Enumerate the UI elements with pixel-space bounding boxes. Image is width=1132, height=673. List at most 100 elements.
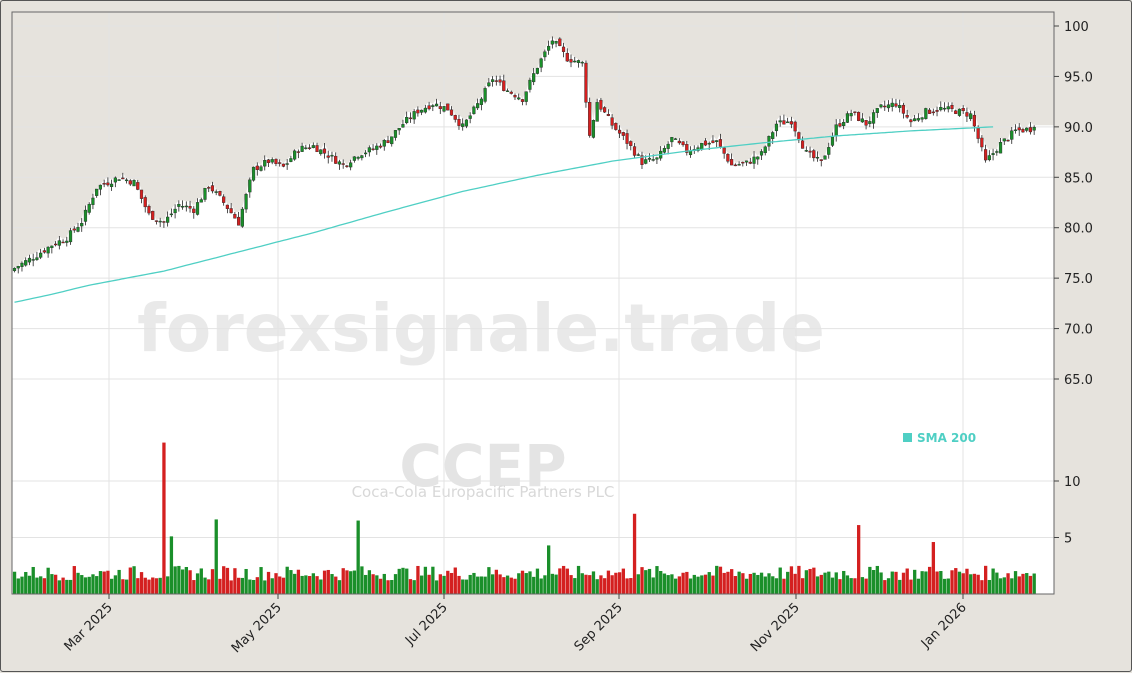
candle-body [991,153,995,156]
volume-bar [498,574,502,594]
volume-bar [65,579,69,594]
volume-bar [1025,573,1029,594]
volume-bar [513,578,517,594]
volume-bar [576,565,581,594]
volume-bar [169,536,174,594]
candle-body [759,151,764,156]
volume-bar [274,573,278,594]
candle-body [76,227,80,232]
volume-bar [834,572,838,594]
candle-body [995,151,999,153]
candle-body [349,162,353,168]
candle-body [12,267,17,272]
candle-body [1028,127,1033,133]
volume-bar [819,574,823,594]
candle-body [169,213,173,216]
candle-body [815,156,820,159]
candle-body [629,141,633,146]
candle-body [281,163,286,167]
volume-bar [106,570,110,594]
volume-bar [700,575,704,594]
candle-body [920,117,924,120]
volume-bar [136,578,140,594]
volume-bar [278,576,282,594]
time-tick-label: Mar 2025 [62,600,116,654]
candle-body [935,110,939,112]
candle-body [132,180,136,187]
volume-bar [423,566,428,594]
volume-bar [636,574,640,594]
candle-body [106,182,110,186]
volume-bar [12,571,17,594]
candle-body [998,142,1003,154]
candle-body [502,80,506,91]
candle-body [517,97,521,100]
volume-bar [942,578,947,594]
candle-body [214,191,218,193]
volume-bar [195,573,200,594]
candle-body [547,45,551,51]
candle-body [857,111,861,121]
candle-body [711,140,715,143]
volume-bar [539,578,543,594]
candle-body [651,159,655,161]
candle-body [117,179,121,181]
candle-body [363,152,368,155]
volume-bar [647,568,652,594]
volume-bar [214,519,218,594]
volume-bar [1006,573,1010,594]
candle-body [188,206,192,209]
candle-body [449,109,454,116]
candle-body [942,107,947,110]
volume-bar [72,566,76,594]
volume-bar [180,569,185,594]
candle-body [147,205,151,214]
time-tick-label: Jul 2025 [402,600,451,649]
price-tick-label: 85.0 [1064,171,1093,186]
candle-body [845,113,850,123]
candle-body [655,157,659,160]
volume-bar [991,568,995,594]
candle-body [285,163,289,165]
candle-body [573,60,577,63]
candle-body [53,243,58,246]
volume-bar [446,570,450,594]
volume-bar [543,575,547,594]
volume-bar [110,578,114,594]
volume-bar [438,574,442,594]
candle-body [184,205,188,208]
candle-body [576,60,581,63]
volume-bar [147,579,151,594]
candle-body [1013,129,1018,132]
volume-bar [1017,576,1021,594]
candle-body [334,155,338,164]
candle-body [1032,126,1036,131]
volume-tick-label: 10 [1064,475,1081,490]
candles [12,36,1036,274]
volume-bar [42,578,47,594]
volume-bar [603,578,607,594]
candle-body [102,183,106,185]
candle-body [393,130,398,138]
candle-body [259,166,263,171]
candle-body [95,188,99,196]
volume-bar [931,542,936,594]
volume-bar [595,579,599,594]
volume-bar [311,573,315,594]
candle-body [677,140,681,144]
volume-bar [76,572,80,594]
volume-bar [151,577,155,594]
candle-body [939,107,943,111]
candle-body [233,214,237,219]
volume-bar [524,573,528,594]
volume-bar [378,578,383,594]
volume-bar [901,572,906,594]
candle-body [289,158,293,162]
candle-body [494,80,498,82]
candle-body [726,153,730,162]
volume-bar [998,578,1003,594]
candle-body [263,159,267,167]
candle-body [558,38,562,47]
volume-bar [771,576,775,594]
volume-bar [756,574,760,594]
